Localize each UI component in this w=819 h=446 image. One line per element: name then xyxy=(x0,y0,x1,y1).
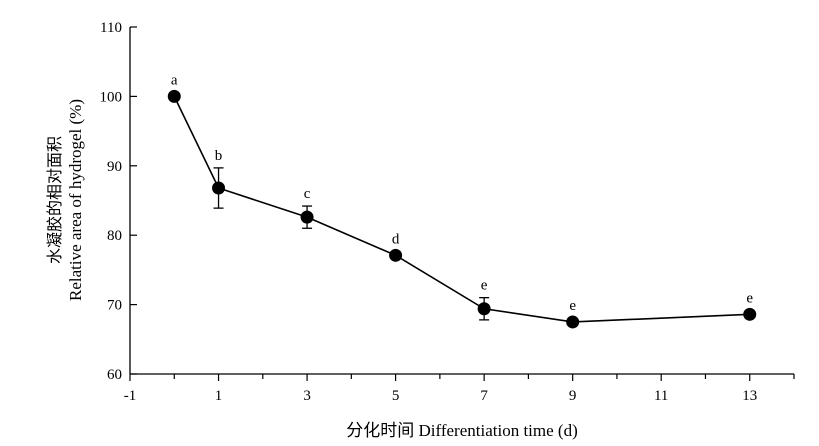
x-tick-label: 1 xyxy=(215,388,223,404)
data-point xyxy=(212,181,226,195)
x-tick-label: 5 xyxy=(392,388,400,404)
y-ticks: 60 70 80 90 100 110 xyxy=(100,20,137,383)
x-axis-title: 分化时间 Differentiation time (d) xyxy=(346,421,578,440)
data-point xyxy=(743,307,757,321)
y-tick-label: 80 xyxy=(107,228,122,244)
data-point xyxy=(477,302,491,316)
significance-label: b xyxy=(215,148,223,164)
y-tick-label: 100 xyxy=(100,89,123,105)
significance-label: e xyxy=(569,298,576,314)
y-axis-title-english: Relative area of hydrogel (%) xyxy=(66,99,85,301)
significance-label: d xyxy=(392,231,400,247)
significance-label: a xyxy=(171,72,178,88)
x-tick-label: 7 xyxy=(480,388,488,404)
y-tick-label: 90 xyxy=(107,159,122,175)
x-tick-label: 3 xyxy=(303,388,311,404)
axes xyxy=(129,27,794,375)
data-point xyxy=(167,89,181,103)
y-tick-label: 60 xyxy=(107,367,122,383)
series xyxy=(167,89,757,329)
data-point xyxy=(389,248,403,262)
significance-label: e xyxy=(481,278,488,294)
x-tick-label: -1 xyxy=(124,388,137,404)
x-tick-label: 11 xyxy=(654,388,668,404)
y-tick-label: 70 xyxy=(107,298,122,314)
point-labels: a b c d e e e xyxy=(171,72,753,314)
series-line xyxy=(173,96,750,323)
x-tick-label: 9 xyxy=(569,388,577,404)
y-tick-label: 110 xyxy=(100,20,122,36)
significance-label: e xyxy=(746,290,753,306)
x-ticks: -1 1 3 5 7 9 11 13 xyxy=(124,374,795,404)
x-tick-label: 13 xyxy=(742,388,757,404)
data-point xyxy=(566,315,580,329)
significance-label: c xyxy=(304,186,311,202)
y-axis-title-chinese: 水凝胶的相对面积 xyxy=(45,136,64,264)
data-point xyxy=(300,210,314,224)
